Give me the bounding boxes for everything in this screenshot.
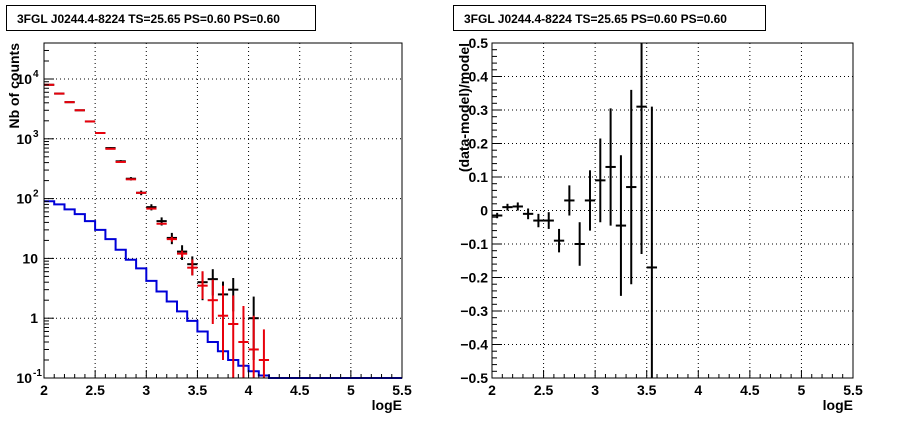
- right-ytick-label: 0.4: [469, 69, 489, 85]
- residual-point: [595, 138, 606, 223]
- red-point: [238, 305, 249, 378]
- left-ytick-label: 10: [16, 370, 32, 386]
- left-xtick-label: 2.5: [85, 382, 105, 398]
- right-ytick-label: 0.3: [469, 102, 489, 118]
- residual-point: [522, 208, 534, 220]
- left-xtick-label: 2: [40, 382, 48, 398]
- right-xtick-label: 4.5: [740, 382, 760, 398]
- residual-point: [564, 185, 575, 216]
- right-ytick-label: 0.1: [469, 169, 489, 185]
- right-ytick-label: −0.4: [460, 337, 488, 353]
- residual-point: [584, 170, 596, 231]
- residual-point: [626, 89, 637, 285]
- red-point: [217, 285, 229, 360]
- residual-point: [615, 155, 627, 296]
- right-ytick-label: −0.5: [460, 370, 488, 386]
- left-xtick-label: 5: [347, 382, 355, 398]
- red-point: [166, 236, 177, 242]
- left-frame: [43, 42, 403, 379]
- right-xtick-label: 4: [694, 382, 702, 398]
- right-xtick-label: 5.5: [843, 382, 863, 398]
- right-xtick-label: 3: [591, 382, 599, 398]
- right-ytick-label: −0.1: [460, 236, 488, 252]
- left-xtick-label: 5.5: [392, 382, 412, 398]
- right-ytick-label: 0.5: [469, 35, 489, 51]
- right-xtick-label: 3.5: [637, 382, 657, 398]
- red-point: [248, 315, 259, 378]
- red-point: [176, 250, 188, 258]
- right-ylabel: (data-model)/model: [456, 43, 472, 172]
- left-ylabel: Nb of counts: [6, 43, 22, 129]
- red-point: [258, 329, 270, 378]
- left-xlabel: logE: [372, 397, 402, 413]
- right-xtick-label: 5: [798, 382, 806, 398]
- left-xtick-label: 4: [245, 382, 253, 398]
- left-xtick-label: 3: [142, 382, 150, 398]
- left-ytick-label: 1: [30, 310, 38, 326]
- left-ytick-label: 10: [16, 131, 32, 147]
- residual-point: [533, 213, 544, 228]
- residual-point: [553, 228, 565, 253]
- left-ytick-label: 10: [22, 250, 38, 266]
- residual-point: [512, 202, 523, 211]
- right-ytick-label: −0.3: [460, 303, 488, 319]
- right-xtick-label: 2: [488, 382, 496, 398]
- residual-point: [605, 108, 616, 226]
- left-xtick-label: 4.5: [290, 382, 310, 398]
- residual-point: [492, 212, 503, 219]
- red-point: [187, 259, 198, 276]
- left-ytick-exponent: -1: [33, 368, 42, 379]
- left-ytick-label: 10: [16, 71, 32, 87]
- left-ytick-label: 10: [16, 191, 32, 207]
- right-ytick-label: −0.2: [460, 270, 488, 286]
- right-ytick-label: 0: [480, 203, 488, 219]
- red-point: [197, 271, 208, 299]
- residual-point: [574, 222, 585, 266]
- residual-point: [543, 212, 554, 229]
- red-point: [228, 295, 239, 378]
- left-ytick-exponent: 4: [33, 69, 39, 80]
- left-chart-title: 3FGL J0244.4-8224 TS=25.65 PS=0.60 PS=0.…: [6, 5, 316, 31]
- left-ytick-exponent: 2: [33, 189, 39, 200]
- right-xtick-label: 2.5: [534, 382, 554, 398]
- left-plot-marks: [44, 83, 402, 379]
- red-point: [207, 279, 218, 324]
- right-grid: [492, 43, 853, 378]
- right-plot-marks: [492, 43, 658, 378]
- left-xtick-label: 3.5: [188, 382, 208, 398]
- right-ytick-label: 0.2: [469, 136, 489, 152]
- residual-point: [502, 203, 513, 211]
- residual-point: [636, 43, 647, 255]
- right-chart-title: 3FGL J0244.4-8224 TS=25.65 PS=0.60 PS=0.…: [453, 5, 766, 31]
- right-axes: 2 2.5 3 3.5 4 4.5 5 5.5 0.5 0.4 0.3 0.2 0.1 0 −0.1 −0.2…: [460, 35, 863, 398]
- right-xlabel: logE: [823, 397, 853, 413]
- model-blue-step-line: [44, 200, 402, 379]
- residual-point: [646, 106, 658, 378]
- left-ytick-exponent: 3: [33, 129, 39, 140]
